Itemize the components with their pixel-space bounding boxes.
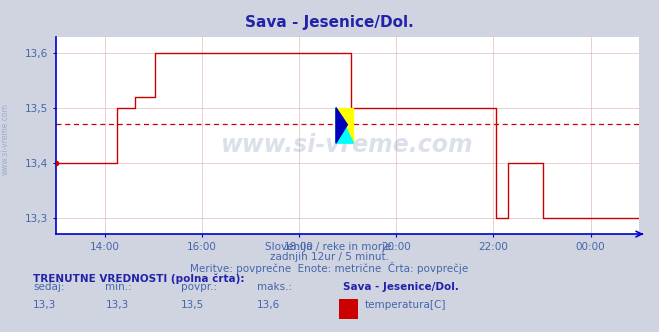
Text: 13,3: 13,3 (105, 300, 129, 310)
Text: Slovenija / reke in morje.: Slovenija / reke in morje. (264, 242, 395, 252)
Text: Meritve: povprečne  Enote: metrične  Črta: povprečje: Meritve: povprečne Enote: metrične Črta:… (190, 262, 469, 274)
Polygon shape (336, 108, 353, 143)
Text: min.:: min.: (105, 283, 132, 292)
Text: www.si-vreme.com: www.si-vreme.com (221, 133, 474, 157)
Text: sedaj:: sedaj: (33, 283, 65, 292)
Polygon shape (336, 108, 353, 143)
Text: zadnjih 12ur / 5 minut.: zadnjih 12ur / 5 minut. (270, 252, 389, 262)
Text: temperatura[C]: temperatura[C] (364, 300, 446, 310)
Text: povpr.:: povpr.: (181, 283, 217, 292)
Text: Sava - Jesenice/Dol.: Sava - Jesenice/Dol. (245, 15, 414, 30)
Text: 13,5: 13,5 (181, 300, 204, 310)
Text: Sava - Jesenice/Dol.: Sava - Jesenice/Dol. (343, 283, 459, 292)
Text: TRENUTNE VREDNOSTI (polna črta):: TRENUTNE VREDNOSTI (polna črta): (33, 274, 244, 285)
Text: www.si-vreme.com: www.si-vreme.com (1, 104, 10, 175)
Text: maks.:: maks.: (257, 283, 292, 292)
Text: 13,6: 13,6 (257, 300, 280, 310)
Text: 13,3: 13,3 (33, 300, 56, 310)
Polygon shape (336, 108, 347, 143)
